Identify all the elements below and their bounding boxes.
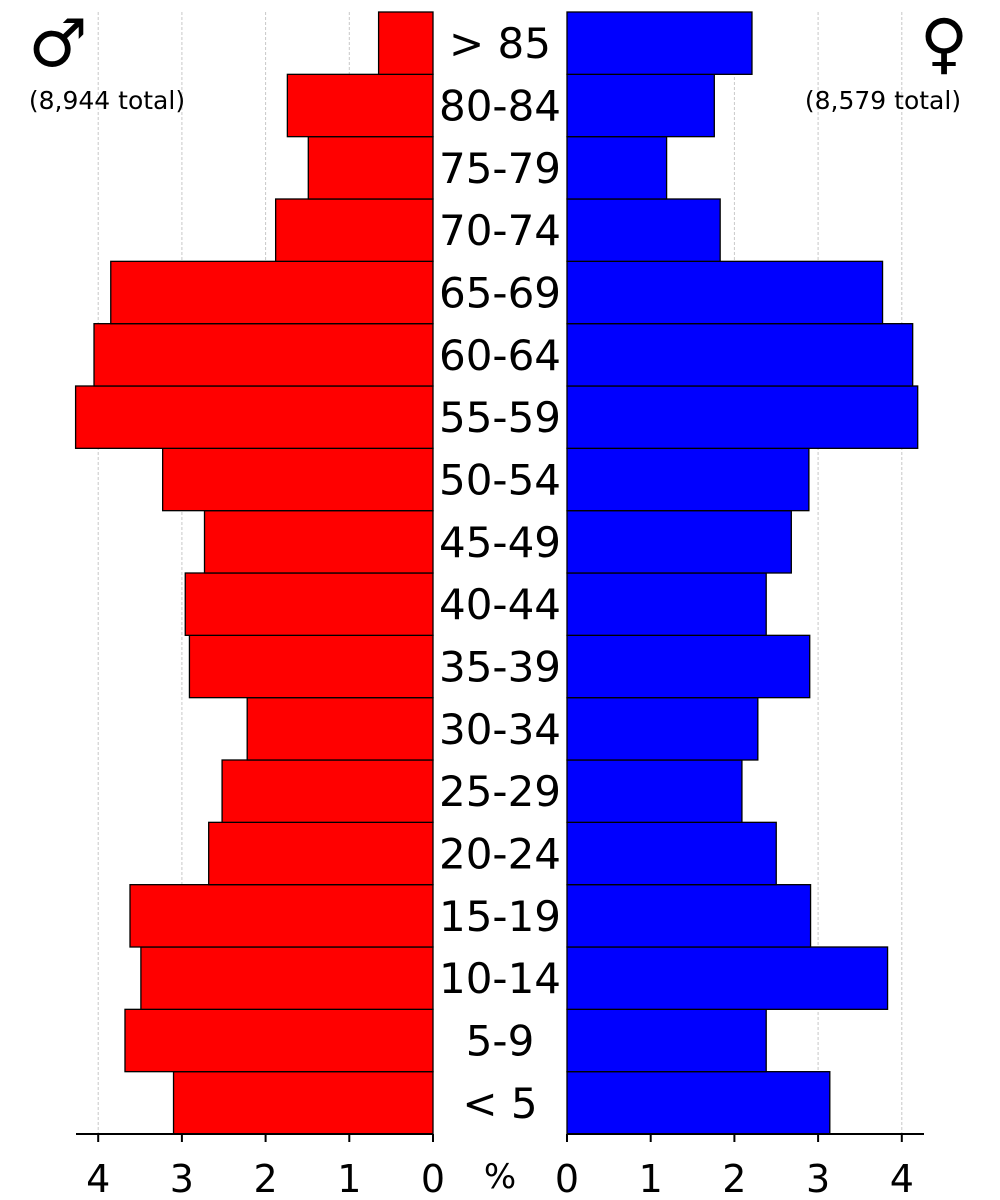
female-bar-< 5 <box>566 1071 831 1135</box>
age-label: 60-64 <box>439 331 561 380</box>
male-bar-25-29 <box>221 759 434 823</box>
male-bar-75-79 <box>307 136 434 200</box>
age-label: 75-79 <box>439 144 561 193</box>
tick-label: 1 <box>639 1157 663 1200</box>
tick-label: 0 <box>421 1157 445 1200</box>
age-label: 35-39 <box>439 643 561 692</box>
bars <box>74 11 919 1135</box>
female-bar-35-39 <box>566 634 811 699</box>
age-label: 55-59 <box>439 393 561 442</box>
male-bar-45-49 <box>203 510 434 574</box>
male-bar-40-44 <box>184 572 434 636</box>
female-bar-50-54 <box>566 447 810 512</box>
tick-label: 1 <box>337 1157 361 1200</box>
female-total-label: (8,579 total) <box>805 86 961 115</box>
female-bar-60-64 <box>566 323 914 387</box>
male-total-label: (8,944 total) <box>29 86 185 115</box>
female-bar-40-44 <box>566 572 767 636</box>
age-label: 15-19 <box>439 892 561 941</box>
female-bar-45-49 <box>566 510 792 574</box>
tick-label: 4 <box>890 1157 914 1200</box>
male-symbol-icon: ♂ <box>28 5 87 82</box>
male-bar-50-54 <box>161 447 434 512</box>
male-bar-30-34 <box>246 697 434 761</box>
male-bar-< 5 <box>172 1071 434 1135</box>
male-bar-55-59 <box>74 385 434 449</box>
age-label: > 85 <box>449 19 551 68</box>
male-bar-15-19 <box>129 884 434 948</box>
age-label: 80-84 <box>439 82 561 131</box>
tick-label: 4 <box>86 1157 110 1200</box>
female-bar-25-29 <box>566 759 743 823</box>
age-label: 10-14 <box>439 954 561 1003</box>
female-bar-80-84 <box>566 73 715 138</box>
female-bar-55-59 <box>566 385 919 449</box>
male-bar-35-39 <box>188 634 434 699</box>
male-bar-60-64 <box>93 323 434 387</box>
age-label: < 5 <box>462 1079 537 1128</box>
tick-label: 3 <box>806 1157 830 1200</box>
male-bar-65-69 <box>110 260 434 325</box>
tick-label: 0 <box>555 1157 579 1200</box>
age-label: 65-69 <box>439 269 561 318</box>
female-bar-20-24 <box>566 821 777 886</box>
male-bar-10-14 <box>140 946 434 1010</box>
tick-label: 2 <box>254 1157 278 1200</box>
female-bar-10-14 <box>566 946 889 1010</box>
age-label: 30-34 <box>439 705 561 754</box>
age-label: 20-24 <box>439 830 561 879</box>
female-symbol-icon: ♀ <box>920 5 968 82</box>
female-bar-30-34 <box>566 697 759 761</box>
age-labels: < 5 5-9 10-14 15-19 20-24 25-29 30-34 35-39 40-4… <box>439 19 561 1128</box>
age-label: 70-74 <box>439 206 561 255</box>
male-bar-80-84 <box>286 73 434 138</box>
age-label: 50-54 <box>439 456 561 505</box>
male-bar-> 85 <box>377 11 434 75</box>
age-label: 25-29 <box>439 767 561 816</box>
male-bar-20-24 <box>208 821 434 886</box>
male-bar-5-9 <box>124 1008 434 1073</box>
female-bar-75-79 <box>566 136 668 200</box>
unit-label: % <box>484 1157 516 1197</box>
tick-label: 3 <box>170 1157 194 1200</box>
male-bar-70-74 <box>274 198 434 262</box>
tick-label: 2 <box>722 1157 746 1200</box>
female-bar-65-69 <box>566 260 884 325</box>
female-bar-5-9 <box>566 1008 767 1073</box>
female-bar-15-19 <box>566 884 812 948</box>
female-bar-> 85 <box>566 11 753 75</box>
age-label: 45-49 <box>439 518 561 567</box>
x-axis: 4 3 2 1 0% 0 1 2 3 4 <box>76 1133 924 1200</box>
age-label: 40-44 <box>439 580 561 629</box>
female-bar-70-74 <box>566 198 721 262</box>
age-label: 5-9 <box>466 1017 535 1066</box>
